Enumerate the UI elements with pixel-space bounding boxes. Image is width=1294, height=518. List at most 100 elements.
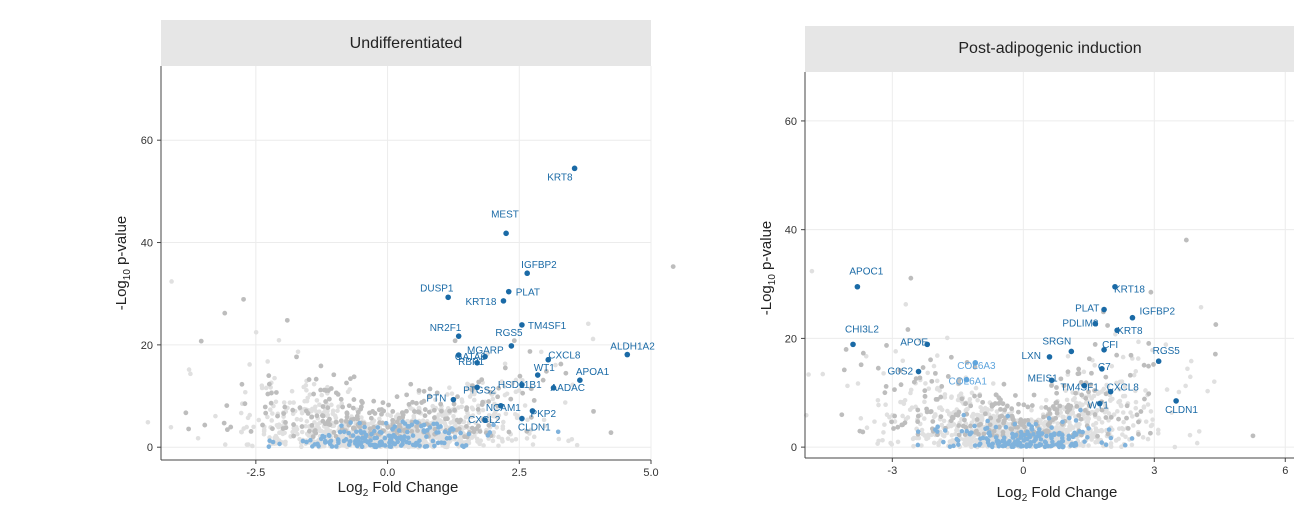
- background-point: [510, 380, 515, 386]
- grey-point: [470, 383, 475, 389]
- light-blue-point: [266, 444, 272, 449]
- background-point: [449, 391, 455, 396]
- light-blue-point: [984, 436, 989, 441]
- gene-label-tm4sf1: TM4SF1: [1060, 383, 1099, 394]
- grey-point: [945, 374, 951, 379]
- grey-point: [183, 410, 189, 416]
- grey-point: [469, 425, 475, 431]
- grey-point: [974, 417, 980, 422]
- light-blue-point: [354, 429, 359, 435]
- light-blue-point: [370, 442, 376, 448]
- background-point: [1065, 353, 1071, 359]
- grey-point: [1004, 403, 1010, 409]
- background-point: [302, 398, 307, 404]
- light-blue-point: [363, 434, 368, 440]
- background-point: [280, 431, 286, 437]
- background-point: [934, 378, 940, 384]
- background-point: [1120, 410, 1126, 415]
- grey-point: [1015, 424, 1020, 430]
- grey-point: [1061, 383, 1067, 389]
- background-point: [882, 422, 887, 427]
- grey-point: [976, 422, 982, 428]
- grey-point: [527, 349, 533, 354]
- light-blue-point: [1078, 407, 1083, 413]
- grey-point: [471, 429, 477, 435]
- light-blue-point: [417, 443, 422, 448]
- grey-point: [431, 407, 437, 413]
- grey-point: [528, 414, 534, 420]
- background-point: [332, 439, 338, 444]
- background-point: [445, 442, 450, 448]
- grey-point: [348, 376, 353, 382]
- background-point: [242, 389, 248, 395]
- background-point: [1086, 416, 1091, 422]
- light-blue-point: [444, 436, 450, 441]
- light-blue-point: [422, 444, 428, 449]
- grey-point: [1148, 289, 1154, 295]
- light-blue-point: [1049, 435, 1054, 441]
- light-blue-point: [993, 435, 999, 440]
- gene-label-col6a1: COL6A1: [949, 377, 988, 388]
- background-point: [1143, 419, 1149, 424]
- grey-point: [917, 375, 923, 381]
- background-point: [1091, 422, 1096, 428]
- grey-point: [528, 386, 534, 391]
- background-point: [1155, 431, 1161, 436]
- light-blue-point: [300, 438, 306, 444]
- gene-point-plat: [505, 288, 512, 295]
- gene-point-apoa1: [577, 377, 583, 383]
- light-blue-point: [947, 444, 953, 449]
- background-point: [1106, 411, 1112, 416]
- grey-point: [486, 422, 492, 428]
- light-blue-point: [431, 421, 436, 427]
- light-blue-point: [388, 444, 394, 449]
- light-blue-point: [446, 430, 452, 436]
- background-point: [509, 438, 515, 443]
- background-point: [336, 404, 341, 409]
- background-point: [876, 438, 881, 444]
- background-point: [276, 337, 282, 343]
- gene-point-cldn1: [1173, 398, 1179, 404]
- gene-label-cldn1: CLDN1: [1165, 405, 1198, 416]
- grey-point: [323, 399, 329, 404]
- light-blue-point: [1012, 421, 1018, 427]
- grey-point: [486, 399, 492, 404]
- background-point: [1185, 366, 1190, 372]
- grey-point: [318, 363, 324, 369]
- grey-point: [228, 424, 234, 430]
- background-point: [465, 381, 470, 387]
- background-point: [440, 413, 445, 419]
- gene-label-rgs5: RGS5: [495, 328, 523, 339]
- grey-point: [996, 418, 1001, 423]
- background-point: [1058, 410, 1064, 415]
- background-point: [522, 403, 528, 408]
- background-point: [188, 371, 193, 377]
- light-blue-point: [1048, 443, 1054, 449]
- background-point: [1131, 372, 1137, 378]
- light-blue-point: [1106, 427, 1112, 432]
- grey-point: [290, 407, 296, 413]
- grey-point: [404, 392, 410, 398]
- grey-point: [1047, 411, 1053, 416]
- background-point: [1113, 331, 1118, 337]
- background-point: [445, 392, 450, 397]
- grey-point: [1000, 429, 1006, 435]
- grey-point: [1017, 420, 1023, 425]
- x-tick-label: 3: [1151, 465, 1157, 477]
- grey-point: [1053, 400, 1059, 406]
- bulk-points: [145, 264, 676, 450]
- light-blue-point: [326, 433, 332, 439]
- background-point: [1070, 410, 1076, 416]
- background-point: [513, 377, 519, 383]
- light-blue-point: [350, 433, 356, 438]
- light-blue-point: [364, 439, 370, 444]
- grey-point: [422, 413, 428, 419]
- background-point: [273, 433, 279, 439]
- grey-point: [998, 406, 1003, 412]
- grey-point: [963, 401, 968, 407]
- light-blue-point: [1021, 432, 1027, 438]
- grey-point: [928, 357, 933, 363]
- light-blue-point: [327, 441, 333, 447]
- background-point: [265, 414, 270, 420]
- grey-point: [434, 390, 440, 396]
